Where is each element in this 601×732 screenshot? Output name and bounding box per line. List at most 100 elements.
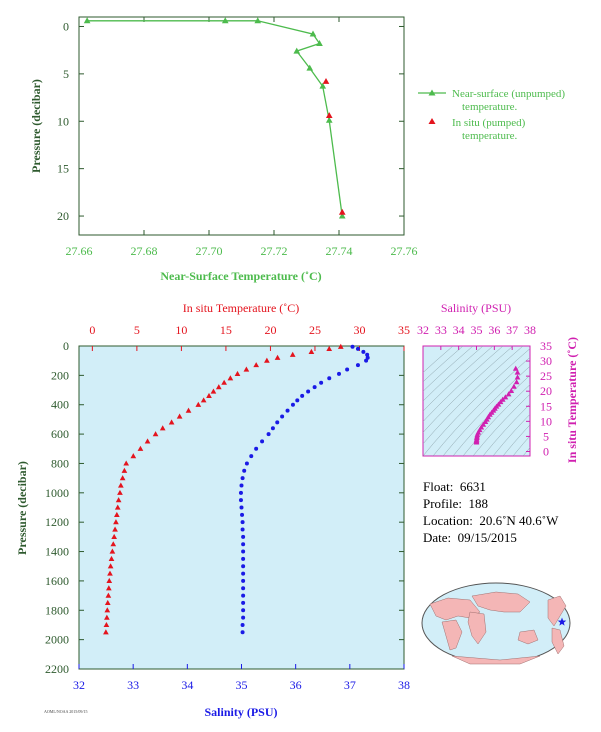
temperature-point bbox=[253, 362, 260, 368]
salinity-point bbox=[241, 542, 246, 547]
salinity-point bbox=[240, 476, 245, 481]
pressure-tick-label: 0 bbox=[63, 339, 69, 353]
salinity-point bbox=[244, 461, 249, 466]
temperature-point bbox=[103, 629, 109, 635]
density-contour bbox=[423, 346, 524, 445]
temperature-point bbox=[117, 482, 124, 488]
salinity-point bbox=[280, 414, 285, 419]
temperature-point bbox=[264, 357, 270, 363]
map-land bbox=[429, 591, 567, 665]
density-contour bbox=[432, 356, 530, 456]
temperature-point bbox=[168, 419, 175, 425]
profile-bottom-axis-label: Salinity (PSU) bbox=[204, 705, 277, 719]
salinity-point bbox=[241, 564, 246, 569]
temperature-point bbox=[117, 489, 123, 495]
salinity-point bbox=[241, 615, 246, 620]
temperature-tick-label: 5 bbox=[134, 323, 140, 337]
temperature-point bbox=[144, 438, 151, 444]
density-contour bbox=[423, 346, 484, 402]
temperature-point bbox=[113, 519, 119, 525]
salinity-point bbox=[241, 593, 246, 598]
date-label: Date: bbox=[423, 530, 452, 545]
temperature-point bbox=[289, 351, 296, 357]
legend-label-in-situ-2: temperature. bbox=[462, 130, 518, 142]
salinity-point bbox=[241, 578, 246, 583]
salinity-tick-label: 32 bbox=[73, 678, 85, 692]
salinity-point bbox=[238, 498, 243, 503]
salinity-point bbox=[241, 534, 246, 539]
density-contour bbox=[492, 413, 530, 456]
temperature-point bbox=[123, 460, 130, 466]
x-tick-label: 27.74 bbox=[326, 244, 353, 258]
ts-point bbox=[514, 369, 521, 375]
temperature-point bbox=[119, 475, 126, 481]
salinity-point bbox=[327, 376, 332, 381]
near-surface-temperature-point bbox=[338, 212, 346, 219]
ts-point bbox=[478, 424, 485, 430]
salinity-point bbox=[364, 358, 369, 363]
temperature-point bbox=[206, 392, 212, 399]
temperature-point bbox=[121, 467, 128, 473]
temperature-point bbox=[152, 431, 159, 437]
temperature-point bbox=[105, 592, 112, 598]
location-value: 20.6˚N 40.6˚W bbox=[479, 513, 559, 528]
in-situ-temperature-point bbox=[322, 77, 330, 84]
ts-x-tick-label: 33 bbox=[435, 323, 447, 337]
profile-top-axis-label: In situ Temperature (˚C) bbox=[183, 301, 300, 315]
salinity-point bbox=[270, 426, 275, 431]
near-surface-temperature-point bbox=[316, 40, 323, 46]
salinity-point bbox=[345, 367, 350, 372]
ts-y-tick-label: 25 bbox=[540, 369, 552, 383]
temperature-point bbox=[107, 570, 113, 576]
footer-id: AOML/NOAA 2015/09/15 bbox=[44, 709, 87, 714]
ts-y-axis-label: In situ Temperature (˚C) bbox=[565, 337, 579, 463]
profile-y-axis-label: Pressure (decibar) bbox=[15, 461, 29, 555]
density-contour bbox=[423, 346, 454, 373]
legend-label-near-surface-2: temperature. bbox=[462, 101, 518, 113]
pressure-tick-label: 800 bbox=[51, 456, 69, 470]
salinity-point bbox=[242, 468, 247, 473]
salinity-point bbox=[240, 622, 245, 627]
density-contour bbox=[442, 365, 530, 456]
salinity-point bbox=[240, 630, 245, 635]
x-tick-label: 27.76 bbox=[391, 244, 418, 258]
density-contour bbox=[472, 393, 530, 456]
profile-info: Float: 6631 Profile: 188 Location: 20.6˚… bbox=[423, 478, 558, 546]
temperature-point bbox=[308, 348, 315, 354]
temperature-point bbox=[215, 384, 222, 390]
density-contour bbox=[423, 346, 474, 392]
pressure-tick-label: 1400 bbox=[45, 545, 69, 559]
temperature-point bbox=[234, 370, 241, 376]
pressure-tick-label: 1600 bbox=[45, 574, 69, 588]
density-contour bbox=[522, 447, 530, 456]
salinity-point bbox=[240, 520, 245, 525]
ts-point bbox=[480, 421, 487, 427]
temperature-point bbox=[274, 354, 281, 360]
salinity-tick-label: 35 bbox=[236, 678, 248, 692]
near-surface-y-axis-label: Pressure (decibar) bbox=[29, 79, 43, 173]
legend-marker-in-situ bbox=[428, 118, 436, 124]
pressure-tick-label: 2000 bbox=[45, 633, 69, 647]
salinity-point bbox=[239, 483, 244, 488]
near-surface-temperature-point bbox=[293, 47, 301, 54]
profile-row: Profile: 188 bbox=[423, 495, 558, 512]
ts-point bbox=[512, 365, 519, 371]
ts-point bbox=[505, 391, 512, 397]
in-situ-temperature-point bbox=[325, 112, 333, 119]
temperature-point bbox=[115, 497, 122, 503]
near-surface-plot-frame bbox=[78, 16, 405, 236]
float-row: Float: 6631 bbox=[423, 478, 558, 495]
ts-y-tick-label: 35 bbox=[540, 339, 552, 353]
temperature-tick-label: 15 bbox=[220, 323, 232, 337]
temperature-point bbox=[210, 388, 217, 394]
pressure-tick-label: 200 bbox=[51, 368, 69, 382]
temperature-point bbox=[130, 453, 137, 459]
density-contour bbox=[423, 346, 504, 422]
temperature-point bbox=[109, 548, 116, 554]
float-label: Float: bbox=[423, 479, 454, 494]
legend-marker-near-surface bbox=[428, 89, 436, 96]
salinity-tick-label: 34 bbox=[181, 678, 193, 692]
ts-x-tick-label: 36 bbox=[488, 323, 500, 337]
salinity-point bbox=[240, 527, 245, 532]
